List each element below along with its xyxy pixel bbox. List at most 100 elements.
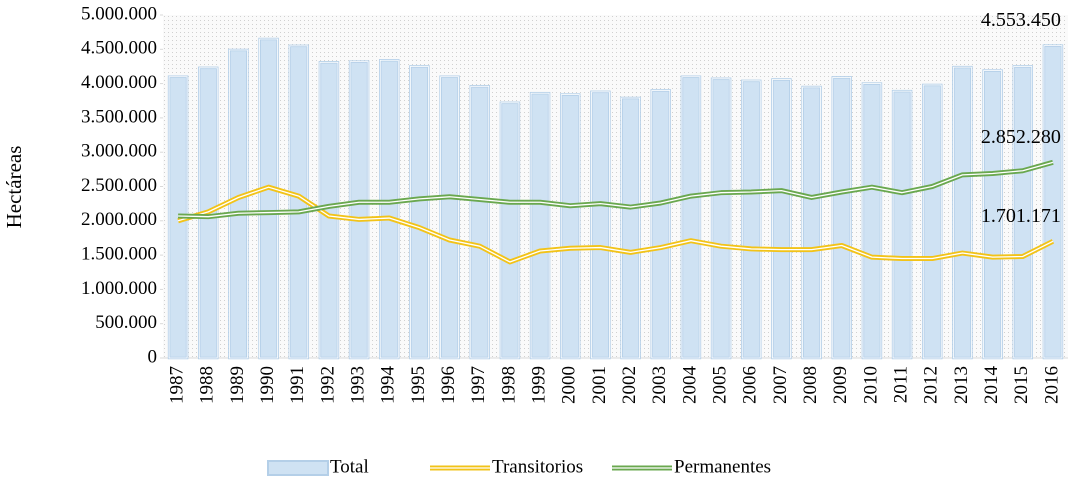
x-tick-label: 2012 bbox=[921, 366, 942, 404]
bar-inner bbox=[1043, 45, 1063, 359]
bar bbox=[771, 78, 792, 360]
bar-inner bbox=[440, 76, 459, 359]
x-tick-label: 1998 bbox=[498, 366, 519, 404]
bar-inner bbox=[772, 79, 791, 359]
x-tick-label: 1991 bbox=[287, 366, 308, 404]
x-tick-label: 2000 bbox=[559, 366, 580, 404]
legend-swatch bbox=[267, 460, 329, 476]
bar-inner bbox=[591, 91, 610, 359]
x-tick-label: 2004 bbox=[679, 366, 700, 405]
bar-inner bbox=[953, 66, 972, 359]
bar bbox=[228, 48, 249, 360]
y-tick-label: 1.000.000 bbox=[81, 278, 157, 299]
y-axis-label: Hectáreas bbox=[2, 146, 26, 229]
y-tick-label: 4.000.000 bbox=[81, 72, 157, 93]
bar bbox=[891, 89, 913, 360]
bar-inner bbox=[349, 61, 369, 359]
bar bbox=[590, 90, 611, 360]
y-tick-label: 3.000.000 bbox=[81, 141, 157, 162]
bar-inner bbox=[500, 102, 520, 359]
y-tick-label: 2.500.000 bbox=[81, 175, 157, 196]
bar bbox=[741, 79, 762, 360]
bar bbox=[1042, 44, 1064, 360]
y-tick-label: 0 bbox=[148, 346, 158, 367]
y-tick-label: 2.000.000 bbox=[81, 209, 157, 230]
bar-inner bbox=[259, 38, 278, 359]
bar-inner bbox=[922, 84, 942, 359]
x-tick-label: 2014 bbox=[981, 365, 1002, 404]
bar-inner bbox=[621, 97, 640, 359]
x-tick-label: 2009 bbox=[830, 366, 851, 404]
bar bbox=[861, 82, 883, 360]
bar-inner bbox=[651, 90, 671, 359]
x-tick-label: 2015 bbox=[1011, 366, 1032, 404]
x-tick-label: 2006 bbox=[740, 366, 761, 404]
line-inner bbox=[177, 186, 1054, 263]
legend-label: Total bbox=[330, 456, 369, 477]
bar-inner bbox=[741, 80, 761, 359]
x-tick-label: 1999 bbox=[528, 366, 549, 404]
x-tick-label: 1990 bbox=[257, 366, 278, 404]
legend-label: Permanentes bbox=[674, 456, 771, 477]
x-tick-label: 2008 bbox=[800, 366, 821, 404]
bar bbox=[529, 91, 551, 360]
plot-background bbox=[163, 15, 1068, 358]
y-tick-label: 1.500.000 bbox=[81, 243, 157, 264]
bar-inner bbox=[560, 94, 580, 359]
bar-inner bbox=[681, 76, 701, 359]
x-tick-label: 1995 bbox=[408, 366, 429, 404]
x-tick-label: 2005 bbox=[709, 366, 730, 404]
bar-inner bbox=[892, 90, 912, 359]
bar bbox=[922, 83, 943, 360]
bar bbox=[258, 37, 279, 360]
bar-inner bbox=[379, 59, 399, 359]
x-tick-label: 2016 bbox=[1041, 366, 1062, 404]
x-tick-label: 2003 bbox=[649, 366, 670, 404]
bar bbox=[952, 65, 973, 360]
y-tick-label: 5.000.000 bbox=[81, 3, 157, 24]
bar-inner bbox=[832, 77, 852, 359]
bar bbox=[469, 85, 490, 360]
data-label: 4.553.450 bbox=[981, 9, 1061, 31]
line-inner bbox=[178, 161, 1054, 218]
bar bbox=[379, 59, 400, 360]
x-tick-label: 1989 bbox=[227, 366, 248, 404]
y-tick-label: 500.000 bbox=[95, 312, 157, 333]
bar-inner bbox=[983, 70, 1002, 359]
bar bbox=[409, 65, 430, 360]
bar bbox=[710, 77, 732, 360]
x-tick-label: 1987 bbox=[166, 366, 187, 404]
x-tick-label: 1993 bbox=[347, 366, 368, 404]
x-tick-label: 2001 bbox=[589, 366, 610, 404]
x-tick-label: 1994 bbox=[378, 366, 399, 405]
x-tick-label: 2011 bbox=[890, 366, 911, 403]
legend-label: Transitorios bbox=[492, 456, 583, 477]
bar-inner bbox=[530, 92, 550, 359]
bar-inner bbox=[1013, 66, 1033, 359]
bar bbox=[831, 76, 852, 360]
bar bbox=[680, 75, 702, 360]
x-tick-label: 1997 bbox=[468, 366, 489, 404]
bar bbox=[560, 93, 581, 360]
x-tick-label: 1996 bbox=[438, 366, 459, 404]
bar-inner bbox=[470, 85, 490, 359]
bar bbox=[439, 75, 460, 360]
data-label: 2.852.280 bbox=[981, 126, 1061, 148]
x-tick-label: 2007 bbox=[770, 366, 791, 404]
x-tick-label: 2010 bbox=[860, 366, 881, 404]
bar bbox=[620, 96, 641, 360]
x-tick-label: 2013 bbox=[951, 366, 972, 404]
bar bbox=[348, 60, 370, 360]
bar bbox=[499, 101, 521, 360]
x-tick-label: 2002 bbox=[619, 366, 640, 404]
x-tick-label: 1988 bbox=[197, 366, 218, 404]
bar-inner bbox=[802, 86, 821, 359]
bar-inner bbox=[862, 83, 882, 359]
bar-inner bbox=[711, 78, 731, 359]
bar bbox=[650, 89, 671, 360]
data-label: 1.701.171 bbox=[981, 205, 1061, 227]
y-tick-label: 4.500.000 bbox=[81, 38, 157, 59]
bar-inner bbox=[410, 66, 429, 359]
x-tick-label: 1992 bbox=[317, 366, 338, 404]
